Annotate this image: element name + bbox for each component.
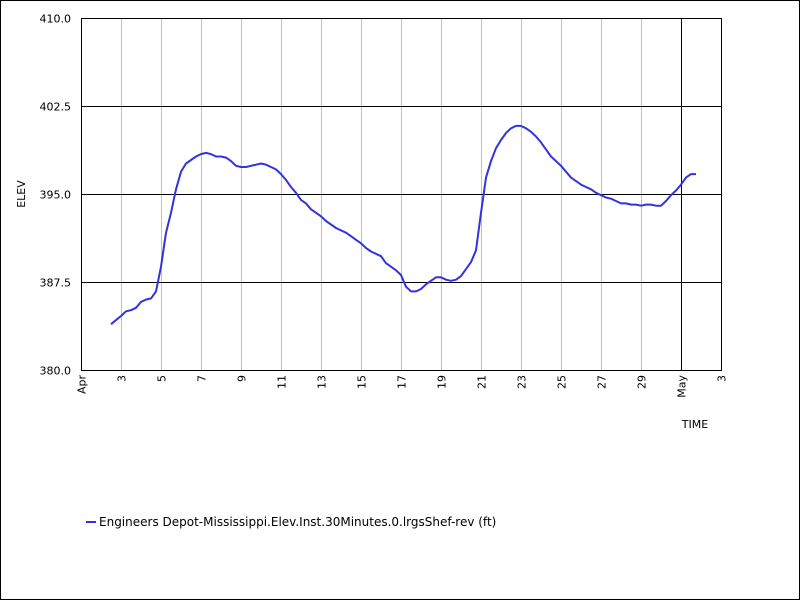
x-tick-label: Apr xyxy=(76,375,89,395)
series-layer xyxy=(110,124,696,325)
series-line xyxy=(110,124,696,325)
x-tick-label: 17 xyxy=(396,375,409,389)
x-tick-label: 5 xyxy=(156,375,169,382)
x-axis-label: TIME xyxy=(681,418,708,431)
x-tick-label: 7 xyxy=(196,375,209,382)
legend-label: Engineers Depot-Mississippi.Elev.Inst.30… xyxy=(99,515,497,529)
x-tick-label: 25 xyxy=(556,375,569,389)
x-tick-label: 29 xyxy=(636,375,649,389)
grid-lines xyxy=(81,18,722,371)
x-tick-label: 11 xyxy=(276,375,289,389)
x-tick-label: 15 xyxy=(356,375,369,389)
x-tick-label: 9 xyxy=(236,375,249,382)
y-tick-label: 410.0 xyxy=(40,13,72,26)
x-tick-label: May xyxy=(676,375,689,398)
y-tick-label: 387.5 xyxy=(40,277,72,290)
x-axis-ticks: Apr 3 5 7 9 11 13 15 17 19 21 23 25 27 29 May 3 xyxy=(76,375,729,398)
y-tick-label: 380.0 xyxy=(40,365,72,378)
x-tick-label: 23 xyxy=(516,375,529,389)
y-axis-label: ELEV xyxy=(15,180,28,208)
y-tick-label: 402.5 xyxy=(40,101,72,114)
y-axis-ticks: 380.0 387.5 395.0 402.5 410.0 xyxy=(40,13,72,378)
x-tick-label: 3 xyxy=(716,375,729,382)
x-tick-label: 3 xyxy=(116,375,129,382)
plot-area xyxy=(81,18,722,371)
legend-swatch xyxy=(86,521,96,523)
legend: Engineers Depot-Mississippi.Elev.Inst.30… xyxy=(86,514,496,530)
x-tick-label: 13 xyxy=(316,375,329,389)
x-tick-label: 21 xyxy=(476,375,489,389)
x-tick-label: 19 xyxy=(436,375,449,389)
y-tick-label: 395.0 xyxy=(40,189,72,202)
x-tick-label: 27 xyxy=(596,375,609,389)
